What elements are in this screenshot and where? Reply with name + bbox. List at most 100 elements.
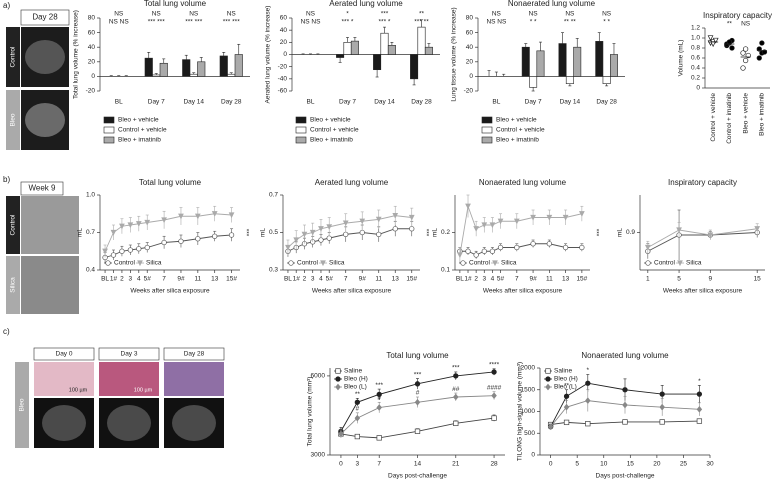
- marker: [228, 212, 235, 219]
- legend-swatch: [481, 126, 493, 134]
- line: [550, 382, 700, 427]
- y-tick-label: 0.7: [269, 192, 278, 199]
- x-axis-label: Days post-challenge: [388, 473, 447, 479]
- chart-title: Nonaerated lung volume: [581, 351, 669, 360]
- marker: [318, 226, 324, 232]
- bar: [387, 45, 396, 55]
- annotation: NS: [114, 11, 124, 18]
- annotation: NS NS: [109, 19, 130, 26]
- y-axis-label: Total lung volume (mm³): [307, 377, 314, 447]
- panel-label: a): [3, 1, 10, 10]
- bar: [602, 76, 611, 85]
- bar: [227, 73, 236, 77]
- x-tick-label: Day 28: [221, 99, 242, 106]
- row-strip: [6, 256, 20, 314]
- x-tick-label: 2: [303, 276, 307, 283]
- y-tick-label: 0: [531, 452, 535, 459]
- y-tick-label: 0.3: [269, 267, 278, 274]
- y-tick-label: 0: [283, 51, 287, 58]
- legend-label: Bleo + vehicle: [310, 117, 351, 124]
- y-tick-label: -20: [464, 88, 474, 95]
- marker: [392, 226, 398, 232]
- marker: [359, 218, 366, 225]
- x-tick-label: 11: [375, 276, 382, 283]
- marker: [579, 244, 585, 251]
- marker: [335, 376, 341, 382]
- x-tick-label: 4: [491, 276, 495, 283]
- marker: [135, 221, 142, 227]
- marker: [465, 248, 471, 254]
- y-tick-label: 0.4: [86, 267, 95, 274]
- marker: [759, 40, 765, 46]
- bar: [219, 55, 228, 77]
- y-tick-label: 2000: [521, 365, 536, 372]
- annotation: ***: [414, 371, 422, 378]
- annotation: **: [355, 391, 361, 398]
- marker: [288, 260, 294, 266]
- legend-swatch: [103, 116, 115, 124]
- marker: [622, 419, 628, 425]
- y-axis-label: Lung tissue volume (% increase): [451, 7, 458, 101]
- x-tick-label: Day 28: [596, 99, 617, 106]
- legend-label: Silica: [501, 260, 517, 267]
- annotation: NS NS: [301, 19, 322, 26]
- x-tick-label: 15#: [576, 276, 587, 283]
- marker: [491, 369, 497, 375]
- marker: [119, 248, 125, 254]
- x-tick-label: 7: [344, 276, 348, 283]
- x-tick-label: 7: [377, 461, 381, 468]
- x-tick-label: 5#: [144, 276, 152, 283]
- histology-image: [164, 362, 224, 396]
- annotation: ***: [592, 229, 599, 237]
- y-tick-label: 0.8: [691, 45, 700, 52]
- ct-image: [42, 405, 86, 441]
- marker: [335, 368, 341, 374]
- x-tick-label: Bleo + vehicle: [742, 93, 749, 134]
- y-tick-label: 40: [280, 27, 288, 34]
- bar: [558, 43, 567, 77]
- marker: [729, 45, 735, 51]
- marker: [460, 260, 466, 266]
- line: [104, 213, 232, 252]
- marker: [136, 246, 142, 252]
- y-tick-label: 20: [280, 39, 288, 46]
- x-tick-label: 1#: [110, 276, 118, 283]
- marker: [408, 214, 415, 221]
- marker: [707, 232, 714, 239]
- x-tick-label: 1#: [464, 276, 472, 283]
- y-axis-label: mL: [617, 228, 624, 237]
- chart-title: Nonaerated lung volume: [479, 178, 567, 187]
- x-tick-label: 1: [646, 276, 650, 283]
- y-tick-label: 500: [524, 430, 535, 437]
- legend-label: Bleo + imatinib: [310, 137, 353, 144]
- legend-label: Bleo (H): [344, 376, 368, 383]
- y-axis-label: Total lung volume (% increase): [73, 10, 80, 99]
- marker: [530, 214, 536, 221]
- x-tick-label: 13: [562, 276, 570, 283]
- legend-swatch: [103, 126, 115, 134]
- marker: [414, 381, 421, 387]
- marker: [481, 222, 488, 229]
- marker: [497, 244, 504, 251]
- legend-label: Control: [297, 260, 319, 267]
- x-tick-label: 9#: [529, 276, 537, 283]
- legend-label: Silica: [329, 260, 345, 267]
- chart-title: Nonaerated lung volume: [508, 0, 596, 8]
- x-tick-label: BL: [115, 99, 123, 106]
- annotation: NS: [306, 11, 316, 18]
- chart-title: Total lung volume: [144, 0, 207, 8]
- marker: [659, 391, 665, 397]
- x-tick-label: 9#: [177, 276, 185, 283]
- y-tick-label: 0.9: [626, 229, 635, 236]
- marker: [375, 216, 382, 223]
- annotation: **: [727, 21, 733, 28]
- marker: [335, 383, 341, 391]
- legend-label: Bleo + imatinib: [118, 137, 161, 144]
- x-tick-label: 11: [194, 276, 201, 283]
- marker: [645, 260, 651, 266]
- annotation: #: [377, 395, 381, 402]
- x-tick-label: 10: [600, 461, 608, 468]
- x-tick-label: 9#: [359, 276, 367, 283]
- annotation: *** ***: [148, 19, 165, 26]
- marker: [579, 211, 585, 217]
